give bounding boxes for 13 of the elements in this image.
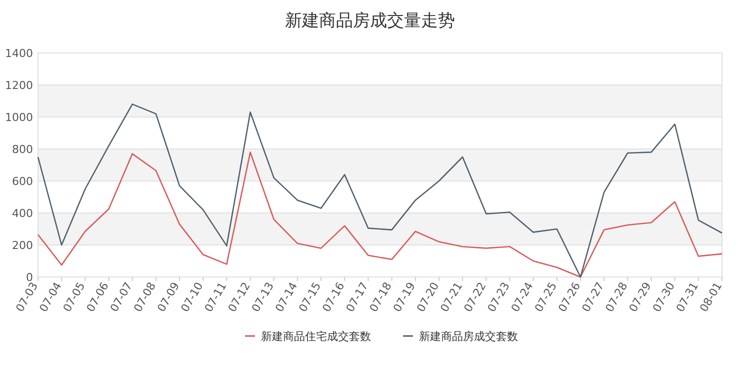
y-tick-label: 1000: [5, 111, 33, 124]
y-tick-label: 400: [12, 207, 33, 220]
legend-label: 新建商品房成交套数: [419, 330, 518, 343]
legend-label: 新建商品住宅成交套数: [261, 330, 371, 343]
y-tick-label: 600: [12, 175, 33, 188]
line-series: [37, 104, 723, 278]
y-tick-label: 800: [12, 143, 33, 156]
y-tick-label: 1200: [5, 79, 33, 92]
line-series: [37, 152, 723, 278]
y-tick-label: 0: [26, 271, 33, 284]
y-tick-label: 200: [12, 239, 33, 252]
chart-title: 新建商品房成交量走势: [285, 11, 455, 31]
y-tick-label: 1400: [5, 47, 33, 60]
